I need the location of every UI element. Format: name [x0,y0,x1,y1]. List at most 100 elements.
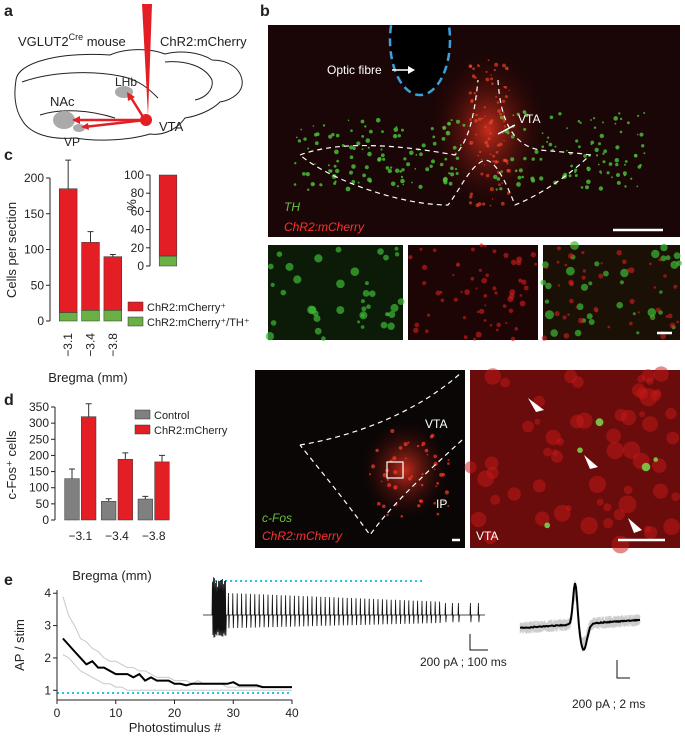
cell [600,262,603,265]
cell [498,183,501,186]
cell [603,270,609,277]
cell [414,168,417,170]
cell [630,177,633,180]
cell [587,169,590,172]
cell [446,131,449,134]
cell [328,169,331,172]
cell [321,336,326,341]
cell [663,274,667,278]
y-tick-label: 250 [29,432,49,446]
cell [613,116,618,121]
cell [624,185,627,188]
cell [499,187,503,191]
cell [469,192,473,196]
cell [497,109,501,113]
optic-fibre [142,4,152,116]
cell [508,89,510,92]
cell [501,182,503,184]
cell [554,311,560,317]
cell [576,303,584,311]
cell [516,182,521,187]
cell [475,133,478,136]
cell [313,315,321,322]
region-label: VP [64,135,80,149]
cell [443,176,448,182]
bar [117,459,133,521]
cell [447,459,450,462]
cell [397,298,405,305]
y-tick-label: 200 [29,448,49,462]
bar [101,501,117,521]
cell [578,317,584,324]
cell [616,250,622,256]
cell [495,95,498,98]
x-tick-label: 10 [109,706,123,720]
cell [551,450,563,463]
cell [576,412,593,429]
cell [352,146,356,151]
cell [364,281,369,286]
cell [351,179,356,184]
cell [392,456,397,461]
cell [265,332,275,341]
y-tick-label: 0 [37,314,44,328]
bar [81,416,97,521]
cell [578,145,581,149]
cell [655,307,661,313]
cell [598,186,604,191]
cell [295,136,298,139]
cell [436,482,440,485]
cell [349,155,354,159]
cell [547,136,550,139]
cell [433,502,437,505]
panel-label: a [4,3,13,20]
cell [393,127,399,132]
cell [483,164,486,166]
cell [302,172,306,176]
cell [588,319,595,325]
cell [394,252,400,257]
cell [307,305,316,315]
error-bar [105,498,112,502]
cell [558,112,562,116]
cell [409,150,414,156]
cell [658,258,662,262]
cell [549,115,554,120]
cell [569,281,574,287]
cell [477,64,480,68]
cell [644,525,652,533]
cell [660,243,668,252]
cell [488,120,493,125]
cell [514,169,518,173]
cell [415,154,418,156]
cell [426,313,431,317]
cell [386,513,389,517]
cell [357,320,361,324]
cell [639,164,642,167]
cell [524,113,529,118]
cell [546,140,549,143]
cell [470,276,475,281]
cell [598,142,601,146]
cell [496,101,500,104]
cell [566,127,568,129]
cell [480,172,484,176]
cell [475,113,478,117]
cell [444,490,449,495]
cell [377,157,382,162]
cell [637,311,640,314]
micrograph [543,245,680,340]
cell [336,279,345,289]
cell [422,281,427,286]
cell [582,269,587,273]
cell [544,522,551,529]
fibre-label: Optic fibre [327,63,382,77]
cell [387,483,392,488]
cell [659,290,663,294]
panel-label: b [260,3,270,20]
cell [377,248,384,255]
region-label: NAc [50,94,75,109]
cell [478,308,485,315]
cell [614,122,617,125]
